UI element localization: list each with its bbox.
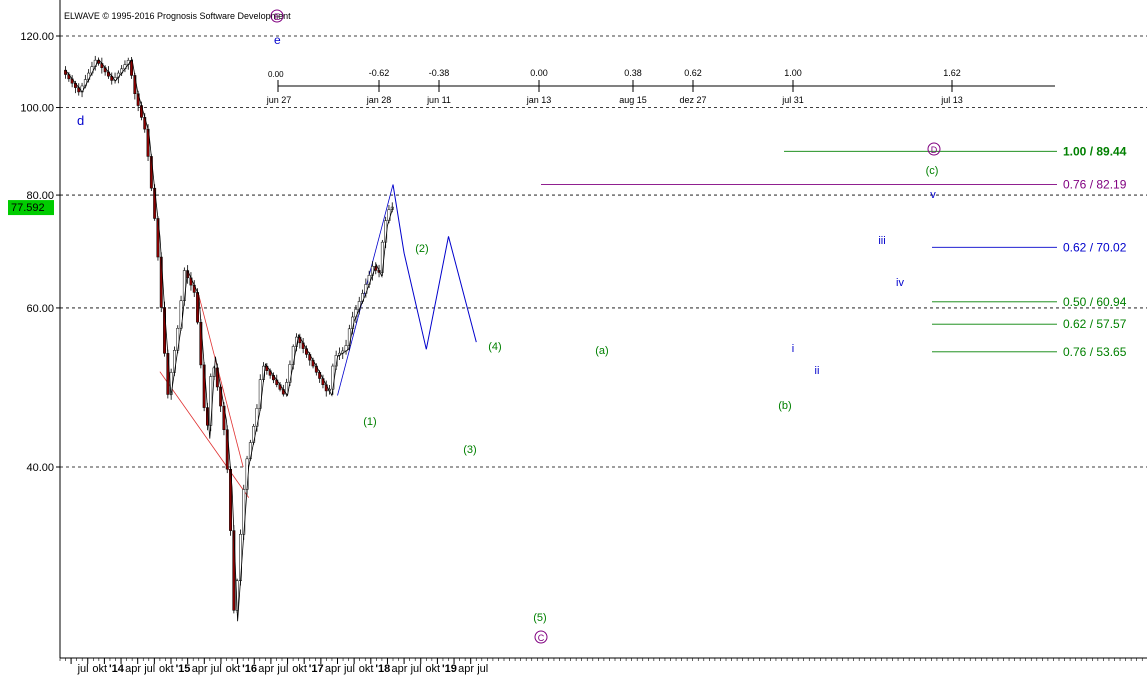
- wave-label-1: (1): [363, 416, 376, 428]
- x-tick-label: apr: [125, 663, 141, 675]
- x-tick-label: jul: [276, 663, 288, 675]
- target-label: 0.62 / 57.57: [1063, 317, 1127, 331]
- time-ruler-ratio: 1.62: [943, 68, 961, 78]
- current-price-label: 77.592: [11, 202, 45, 214]
- wave-label-D-circle: [927, 142, 941, 156]
- x-tick-label: '16: [242, 663, 257, 675]
- time-ruler-origin-value: 0.00: [268, 70, 284, 79]
- candle-body: [163, 307, 167, 354]
- wave-label-v: v: [930, 189, 936, 201]
- wave-label-i: i: [792, 343, 794, 355]
- target-label: 1.00 / 89.44: [1063, 144, 1127, 158]
- candle-body: [166, 353, 170, 395]
- time-ruler-date: jul 31: [781, 95, 804, 105]
- time-ruler-ratio: -0.62: [369, 68, 390, 78]
- time-ruler-date: jul 13: [940, 95, 963, 105]
- y-tick-label: 120.00: [20, 31, 54, 43]
- time-ruler-date: jan 28: [366, 95, 392, 105]
- y-tick-label: 40.00: [26, 462, 54, 474]
- wave-label-b: (b): [778, 400, 791, 412]
- x-tick-label: '18: [375, 663, 390, 675]
- candle-body: [196, 292, 200, 323]
- x-tick-label: apr: [458, 663, 474, 675]
- x-tick-label: jul: [410, 663, 422, 675]
- wave-label-ii: ii: [815, 365, 820, 377]
- wave-label-D: D: [931, 145, 938, 155]
- x-tick-label: okt: [425, 663, 440, 675]
- time-ruler-ratio: -0.38: [429, 68, 450, 78]
- x-tick-label: okt: [359, 663, 374, 675]
- time-ruler-date: dez 27: [679, 95, 706, 105]
- copyright-text: ELWAVE © 1995-2016 Prognosis Software De…: [64, 11, 291, 21]
- x-tick-label: '17: [309, 663, 324, 675]
- current-price-tag: [8, 200, 54, 216]
- wave-label-E-circle: [270, 9, 284, 23]
- trendline: [159, 371, 250, 498]
- x-tick-label: jul: [143, 663, 155, 675]
- x-tick-label: '14: [109, 663, 125, 675]
- x-tick-label: '15: [176, 663, 191, 675]
- time-ruler-date: jan 13: [526, 95, 552, 105]
- time-ruler-ratio: 0.38: [624, 68, 642, 78]
- x-tick-label: jul: [343, 663, 355, 675]
- wave-label-C-circle: [534, 630, 548, 644]
- trendline: [198, 294, 244, 468]
- target-label: 0.62 / 70.02: [1063, 240, 1127, 254]
- wave-label-c: (c): [926, 165, 939, 177]
- time-ruler-date: jun 11: [426, 95, 451, 105]
- x-tick-label: jul: [210, 663, 222, 675]
- wave-label-d: d: [77, 113, 84, 128]
- price-series-line: [65, 58, 394, 622]
- x-tick-label: '19: [442, 663, 457, 675]
- wave-label-iii: iii: [878, 235, 885, 247]
- wave-label-3: (3): [463, 444, 476, 456]
- x-tick-label: okt: [92, 663, 107, 675]
- time-ruler-ratio: 1.00: [784, 68, 802, 78]
- wave-label-5: (5): [533, 612, 546, 624]
- x-tick-label: okt: [226, 663, 241, 675]
- time-ruler: 0.00 jun 27 -0.62 jan 28 -0.38 jun 11 0.00 ja…: [266, 68, 1055, 105]
- x-tick-label: apr: [192, 663, 208, 675]
- time-ruler-origin-date: jun 27: [266, 95, 292, 105]
- wave-label-C: C: [538, 633, 545, 643]
- x-tick-label: apr: [325, 663, 341, 675]
- time-ruler-ratio: 0.00: [530, 68, 548, 78]
- time-ruler-date: aug 15: [619, 95, 647, 105]
- wave-labels: d e E (1) (2) (3) (4) (5) C (a) (b) (c) …: [77, 9, 941, 644]
- wave-label-a: (a): [595, 345, 608, 357]
- time-ruler-ratio: 0.62: [684, 68, 702, 78]
- wave-label-2: (2): [415, 243, 428, 255]
- y-tick-label: 60.00: [26, 303, 54, 315]
- y-tick-label: 80.00: [26, 190, 54, 202]
- x-tick-label: apr: [391, 663, 407, 675]
- wave-label-iv: iv: [896, 277, 904, 289]
- y-tick-label: 100.00: [20, 103, 54, 115]
- x-tick-label: jul: [476, 663, 488, 675]
- wave-label-e: e: [274, 33, 281, 47]
- x-tick-label: apr: [258, 663, 274, 675]
- x-tick-label: jul: [77, 663, 89, 675]
- target-label: 0.76 / 82.19: [1063, 177, 1127, 191]
- target-label: 0.50 / 60.94: [1063, 295, 1127, 309]
- target-label: 0.76 / 53.65: [1063, 345, 1127, 359]
- wave-label-4: (4): [488, 341, 501, 353]
- wave-label-E: E: [274, 12, 280, 22]
- x-tick-label: okt: [292, 663, 307, 675]
- x-tick-label: okt: [159, 663, 174, 675]
- projection-line: [392, 184, 477, 350]
